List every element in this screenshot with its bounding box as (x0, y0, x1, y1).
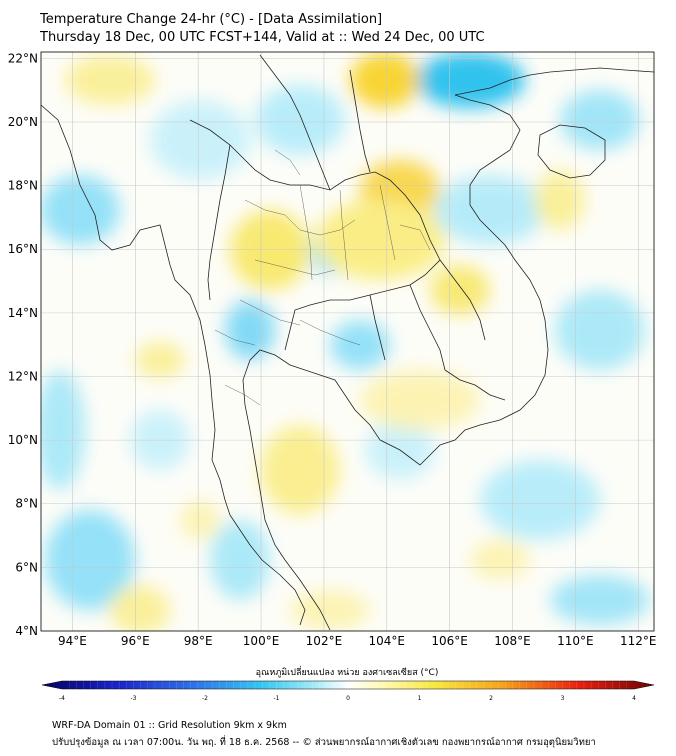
colorbar-ticks: -4 -3 -2 -1 0 1 2 3 4 (59, 695, 636, 702)
latitude-label: 4°N (15, 624, 38, 638)
longitude-label: 96°E (121, 634, 150, 648)
colorbar-tick-label: 2 (489, 695, 493, 702)
longitude-label: 112°E (620, 634, 657, 648)
footer-credit: ปรับปรุงข้อมูล ณ เวลา 07:00น. วัน พฤ. ที… (52, 737, 596, 748)
colorbar-tick-label: -4 (59, 695, 65, 702)
longitude-label: 100°E (243, 634, 280, 648)
temperature-field (41, 52, 650, 631)
longitude-labels: 94°E 96°E 98°E 100°E 102°E 104°E 106°E 108°E 110… (58, 634, 657, 648)
longitude-label: 102°E (306, 634, 343, 648)
plot-frame (40, 51, 655, 632)
colorbar-tick-label: 1 (418, 695, 422, 702)
colorbar-tick-label: 4 (632, 695, 636, 702)
latitude-label: 22°N (8, 51, 38, 65)
latitude-label: 20°N (8, 115, 38, 129)
longitude-label: 94°E (58, 634, 87, 648)
colorbar-tick-label: -3 (131, 695, 137, 702)
colorbar-tick-label: -1 (274, 695, 280, 702)
footer-model-info: WRF-DA Domain 01 :: Grid Resolution 9km … (52, 720, 287, 731)
colorbar-tick-label: 3 (561, 695, 565, 702)
latitude-labels: 22°N 20°N 18°N 16°N 14°N 12°N 10°N 8°N 6°N 4°N (8, 51, 38, 638)
latitude-label: 10°N (8, 433, 38, 447)
map-subtitle: Thursday 18 Dec, 00 UTC FCST+144, Valid … (40, 30, 485, 45)
longitude-label: 104°E (369, 634, 406, 648)
longitude-label: 98°E (184, 634, 213, 648)
latitude-label: 8°N (15, 497, 38, 511)
latitude-label: 12°N (8, 369, 38, 383)
map-title: Temperature Change 24-hr (°C) - [Data As… (40, 12, 383, 27)
colorbar-label: อุณหภูมิเปลี่ยนแปลง หน่วย องศาเซลเซียส (… (255, 668, 439, 678)
latitude-label: 6°N (15, 560, 38, 574)
longitude-label: 106°E (431, 634, 468, 648)
colorbar: -4 -3 -2 -1 0 1 2 3 4 (41, 680, 655, 702)
latitude-label: 14°N (8, 306, 38, 320)
longitude-label: 110°E (557, 634, 594, 648)
country-borders (41, 54, 654, 631)
longitude-label: 108°E (494, 634, 531, 648)
colorbar-tick-label: -2 (202, 695, 208, 702)
latitude-label: 16°N (8, 242, 38, 256)
colorbar-segments (69, 681, 627, 689)
latitude-label: 18°N (8, 179, 38, 193)
province-borders (214, 149, 431, 406)
graticule (41, 52, 654, 631)
colorbar-bar (41, 680, 655, 690)
plot-area (41, 52, 654, 631)
colorbar-tick-label: 0 (346, 695, 350, 702)
